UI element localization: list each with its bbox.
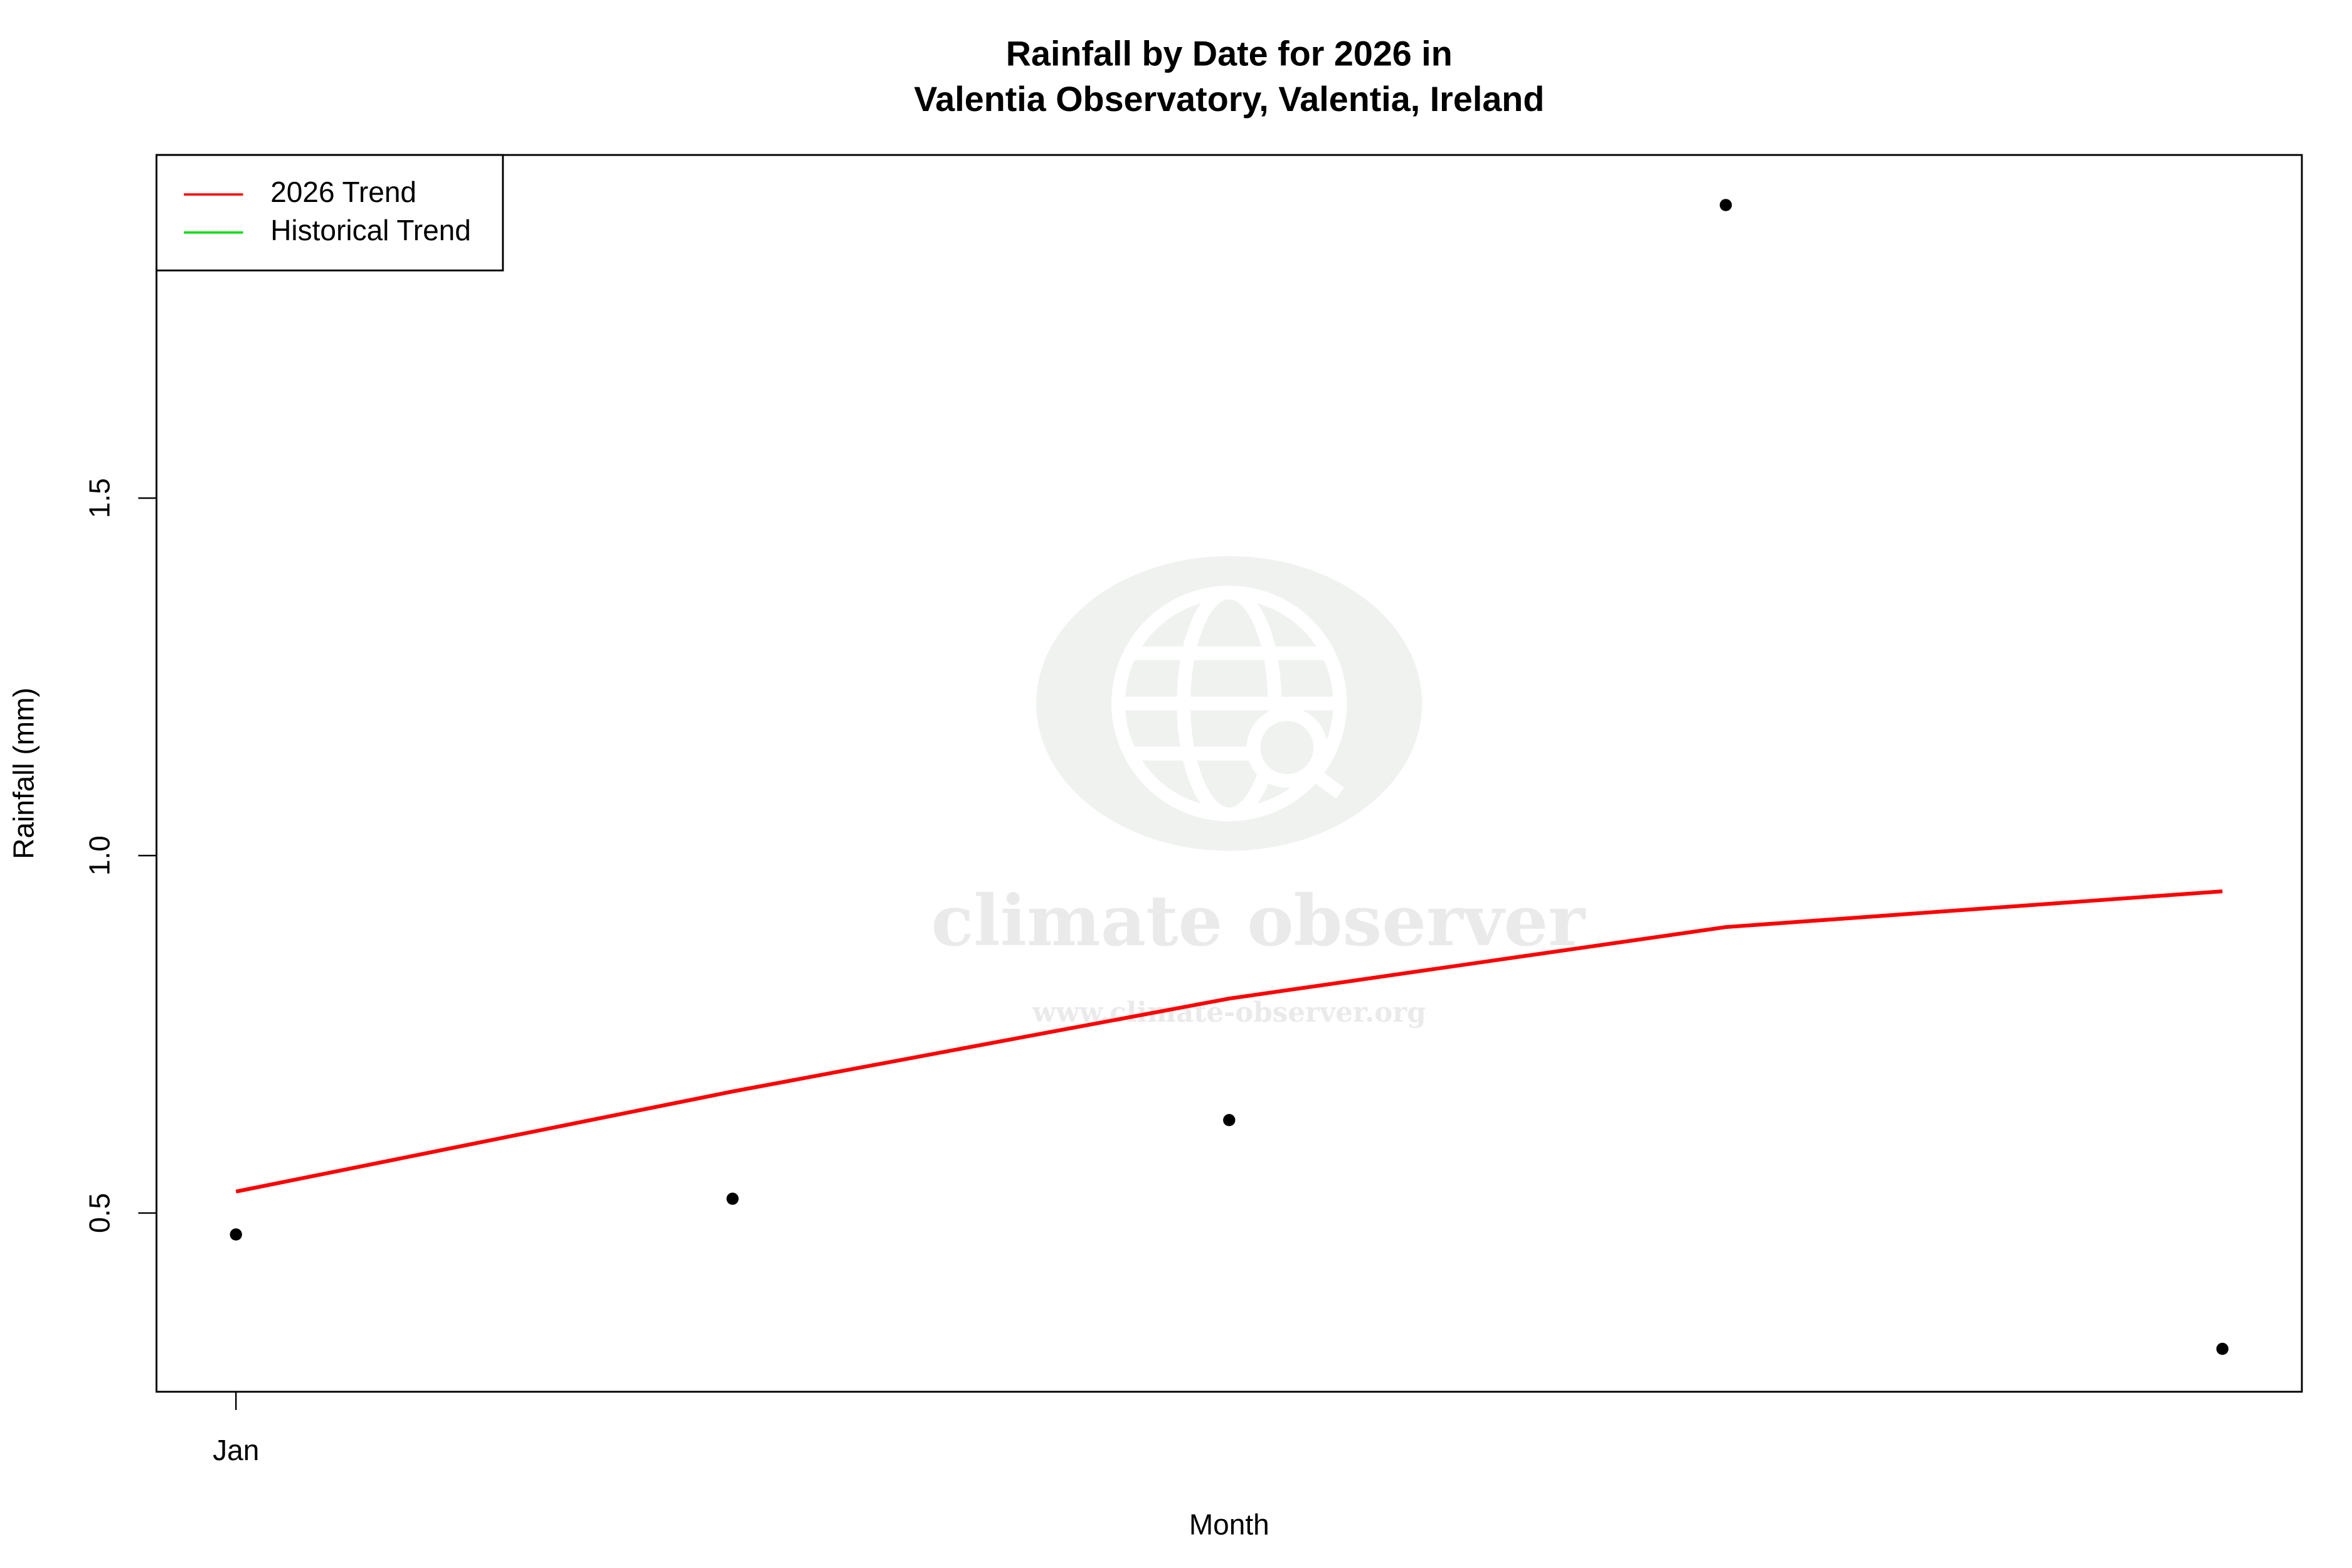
- watermark-globe: [1111, 585, 1347, 822]
- data-point: [1719, 199, 1732, 211]
- data-point: [2216, 1342, 2229, 1355]
- legend-box: [156, 154, 504, 272]
- legend-label: Historical Trend: [270, 214, 471, 246]
- plot-frame: [156, 154, 2303, 1393]
- watermark-name: climate observer: [931, 880, 1586, 962]
- chart-subtitle: Valentia Observatory, Valentia, Ireland: [914, 80, 1544, 119]
- y-tick-label: 0.5: [83, 1193, 115, 1233]
- y-axis-label: Rainfall (mm): [7, 687, 40, 859]
- watermark: climate observer www.climate-observer.or…: [931, 556, 1586, 1029]
- data-point: [1223, 1114, 1236, 1126]
- data-point: [230, 1228, 242, 1241]
- chart-title: Rainfall by Date for 2026 in: [1006, 34, 1453, 73]
- x-axis-label: Month: [1189, 1508, 1269, 1541]
- y-tick-label: 1.5: [83, 478, 115, 518]
- trend-line: [235, 889, 2223, 1194]
- y-tick-label: 1.0: [83, 835, 115, 876]
- legend-label: 2026 Trend: [270, 176, 416, 208]
- x-tick-label: Jan: [213, 1434, 259, 1466]
- data-point: [726, 1192, 739, 1205]
